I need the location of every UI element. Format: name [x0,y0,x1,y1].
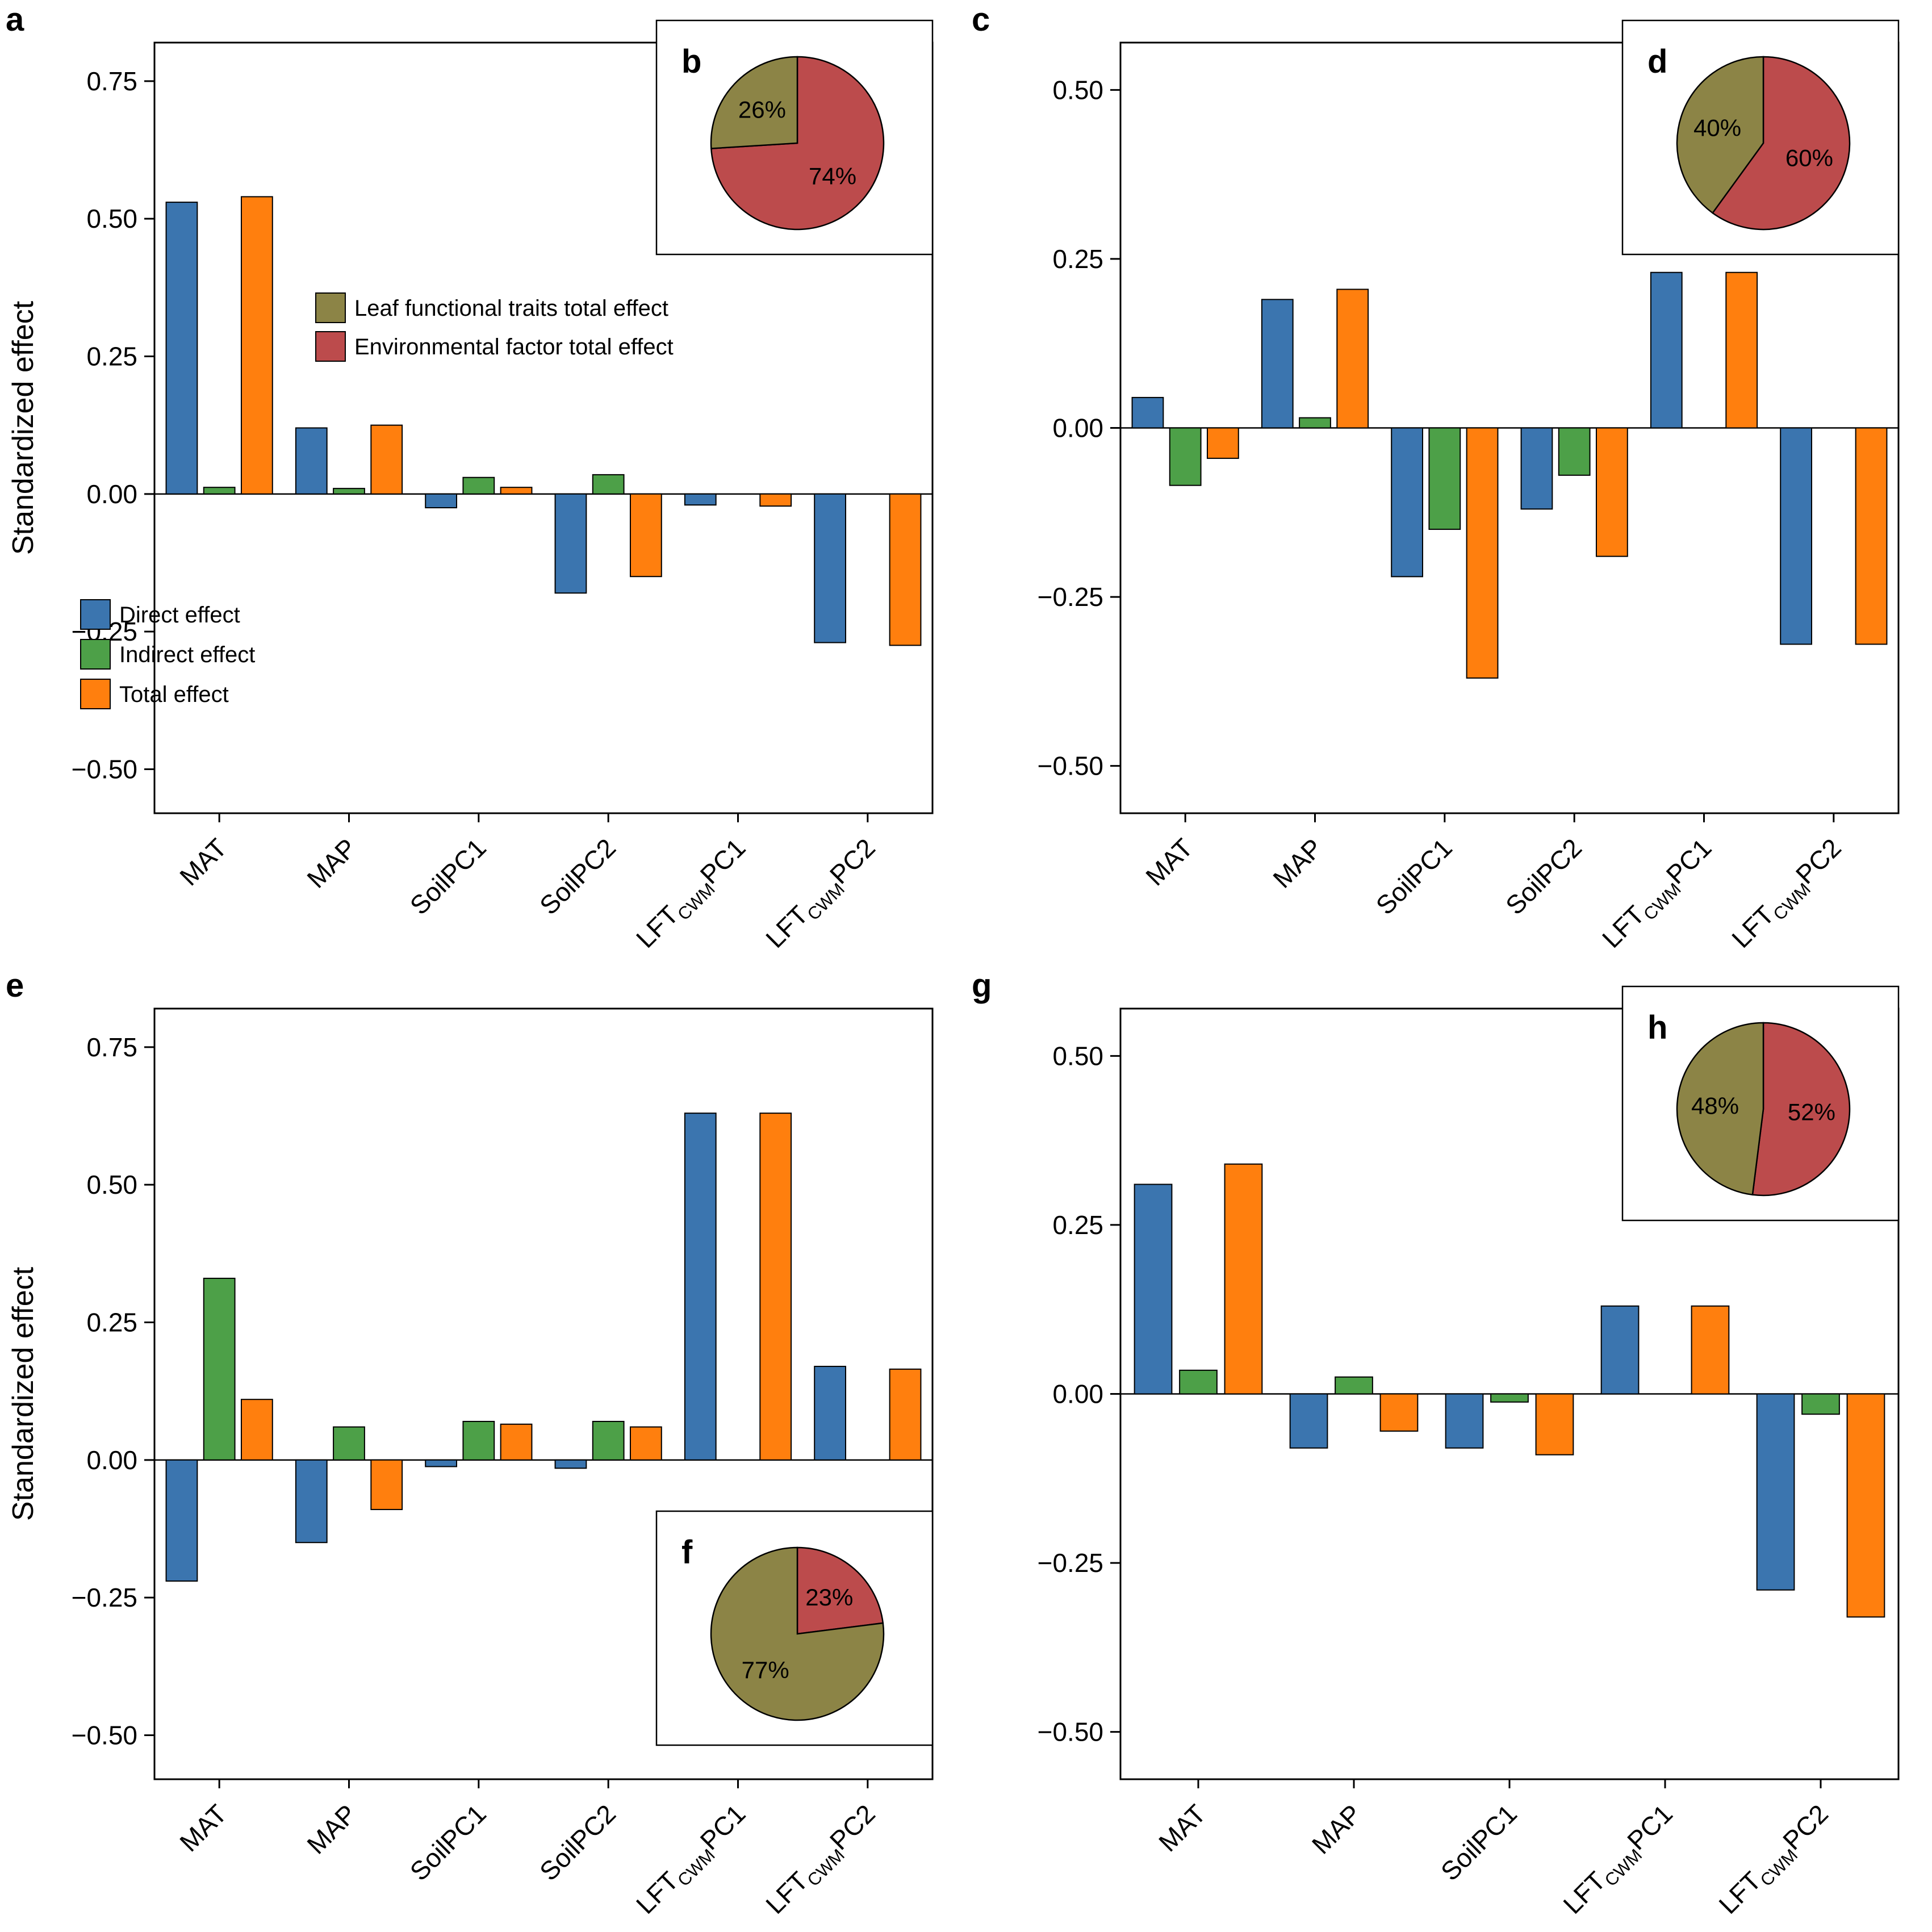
svg-text:0.75: 0.75 [86,66,137,96]
svg-text:23%: 23% [805,1584,853,1611]
svg-text:0.50: 0.50 [1052,75,1103,104]
svg-text:e: e [6,967,24,1004]
svg-text:SoilPC1: SoilPC1 [404,1799,492,1886]
svg-text:f: f [681,1534,693,1571]
svg-text:MAT: MAT [174,1799,232,1857]
svg-text:SoilPC2: SoilPC2 [534,833,621,920]
svg-text:b: b [681,43,701,80]
panel-e: 0.75 0.50 0.25 0.00 −0.25 −0.50 MAT MAP SoilPC1 S… [0,966,966,1932]
svg-text:LFTCWMPC2: LFTCWMPC2 [760,1799,884,1923]
svg-text:60%: 60% [1785,144,1833,171]
svg-text:MAT: MAT [1140,833,1198,891]
svg-text:LFTCWMPC1: LFTCWMPC1 [630,1799,755,1923]
svg-text:LFTCWMPC2: LFTCWMPC2 [760,833,884,957]
svg-text:40%: 40% [1693,115,1741,141]
svg-text:0.00: 0.00 [1052,413,1103,443]
svg-text:0.75: 0.75 [86,1032,137,1062]
svg-text:74%: 74% [809,162,856,189]
svg-text:MAT: MAT [1153,1799,1211,1857]
svg-text:−0.25: −0.25 [72,1583,137,1612]
svg-text:MAT: MAT [174,833,232,891]
svg-text:Total effect: Total effect [119,682,229,707]
svg-text:SoilPC2: SoilPC2 [534,1799,621,1886]
svg-text:c: c [972,1,990,38]
bar-chart-c: 0.50 0.25 0.00 −0.25 −0.50 MAT MAP SoilPC1 SoilP… [972,1,1900,957]
panel-a: 0.75 0.50 0.25 0.00 −0.25 −0.50 MAT MAP SoilPC1 S… [0,0,966,966]
svg-text:Direct effect: Direct effect [119,603,240,628]
svg-text:SoilPC1: SoilPC1 [404,833,492,920]
svg-text:0.50: 0.50 [1052,1041,1103,1070]
svg-text:48%: 48% [1691,1093,1739,1119]
svg-text:Indirect effect: Indirect effect [119,642,255,667]
svg-text:26%: 26% [738,97,786,123]
svg-text:Standardized effect: Standardized effect [7,1266,40,1521]
svg-text:SoilPC1: SoilPC1 [1370,833,1458,920]
svg-text:0.25: 0.25 [1052,244,1103,274]
svg-text:−0.25: −0.25 [1038,1548,1103,1578]
svg-text:a: a [6,1,24,38]
svg-text:LFTCWMPC2: LFTCWMPC2 [1713,1799,1837,1923]
svg-text:0.50: 0.50 [86,1170,137,1199]
svg-text:0.25: 0.25 [1052,1210,1103,1240]
svg-text:SoilPC1: SoilPC1 [1435,1799,1523,1886]
svg-text:g: g [972,967,992,1004]
svg-text:52%: 52% [1788,1098,1835,1125]
svg-text:77%: 77% [742,1657,789,1683]
svg-text:LFTCWMPC1: LFTCWMPC1 [1557,1799,1682,1923]
svg-text:MAP: MAP [1267,833,1328,893]
svg-text:−0.50: −0.50 [1038,751,1103,781]
svg-text:−0.50: −0.50 [1038,1717,1103,1747]
svg-text:h: h [1647,1009,1667,1046]
svg-text:−0.50: −0.50 [72,1720,137,1750]
bar-chart-e: 0.75 0.50 0.25 0.00 −0.25 −0.50 MAT MAP SoilPC1 S… [6,967,934,1923]
svg-text:LFTCWMPC1: LFTCWMPC1 [630,833,755,957]
svg-text:0.25: 0.25 [86,1307,137,1337]
svg-text:0.00: 0.00 [86,479,137,509]
panel-c: 0.50 0.25 0.00 −0.25 −0.50 MAT MAP SoilPC1 SoilP… [966,0,1932,966]
svg-text:−0.50: −0.50 [72,754,137,784]
svg-text:SoilPC2: SoilPC2 [1500,833,1587,920]
svg-text:Environmental factor total eff: Environmental factor total effect [354,334,674,359]
svg-text:0.25: 0.25 [86,341,137,371]
svg-text:LFTCWMPC2: LFTCWMPC2 [1726,833,1850,957]
svg-text:LFTCWMPC1: LFTCWMPC1 [1596,833,1721,957]
bar-chart-g: 0.50 0.25 0.00 −0.25 −0.50 MAT MAP SoilPC1 LFTCW… [972,967,1900,1923]
svg-text:0.00: 0.00 [1052,1379,1103,1409]
svg-text:Leaf functional traits total e: Leaf functional traits total effect [354,296,668,321]
svg-text:MAP: MAP [301,833,362,893]
svg-text:−0.25: −0.25 [1038,582,1103,612]
svg-text:Standardized effect: Standardized effect [7,300,40,555]
svg-text:MAP: MAP [1306,1799,1367,1859]
svg-text:0.00: 0.00 [86,1445,137,1475]
panel-g: 0.50 0.25 0.00 −0.25 −0.50 MAT MAP SoilPC1 LFTCW… [966,966,1932,1932]
svg-text:MAP: MAP [301,1799,362,1859]
svg-text:0.50: 0.50 [86,204,137,233]
svg-text:d: d [1647,43,1667,80]
